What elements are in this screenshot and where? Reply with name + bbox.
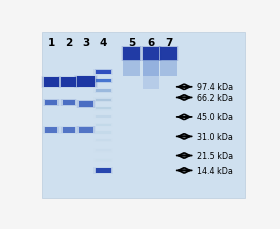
Bar xyxy=(63,100,74,106)
Bar xyxy=(93,123,113,127)
Text: 3: 3 xyxy=(82,38,90,47)
Bar xyxy=(160,61,177,77)
Bar xyxy=(93,89,113,94)
Bar xyxy=(76,101,96,109)
Bar xyxy=(96,150,111,152)
Bar xyxy=(44,78,59,87)
Text: 45.0 kDa: 45.0 kDa xyxy=(197,113,233,122)
Bar xyxy=(61,100,76,106)
Text: 66.2 kDa: 66.2 kDa xyxy=(197,93,233,103)
Bar xyxy=(42,77,60,88)
Bar xyxy=(96,124,111,126)
Bar xyxy=(95,115,112,119)
Bar xyxy=(95,149,112,152)
Bar xyxy=(143,48,159,61)
Bar xyxy=(95,107,112,111)
Bar xyxy=(93,158,113,163)
Bar xyxy=(123,61,140,77)
Bar xyxy=(93,69,113,75)
Bar xyxy=(43,127,60,134)
Text: 6: 6 xyxy=(148,38,155,47)
Bar xyxy=(44,127,59,134)
Bar xyxy=(143,61,159,77)
Bar xyxy=(41,77,62,88)
Bar xyxy=(96,70,111,74)
Bar xyxy=(96,169,111,173)
Text: 21.5 kDa: 21.5 kDa xyxy=(197,151,233,160)
Bar xyxy=(76,77,95,87)
Bar xyxy=(93,139,113,143)
Text: 1: 1 xyxy=(48,38,55,47)
Bar xyxy=(76,126,96,134)
Bar xyxy=(93,98,113,103)
Text: 4: 4 xyxy=(100,38,107,47)
Text: 2: 2 xyxy=(65,38,72,47)
Bar xyxy=(95,139,112,142)
Bar xyxy=(96,140,111,142)
Bar xyxy=(95,131,112,134)
Bar xyxy=(93,131,113,135)
Bar xyxy=(159,47,178,62)
Bar xyxy=(93,167,113,174)
Bar xyxy=(95,70,112,75)
Bar xyxy=(96,90,111,93)
Bar xyxy=(45,100,57,106)
Bar xyxy=(93,149,113,153)
Bar xyxy=(77,127,95,134)
Bar xyxy=(96,116,111,118)
Bar xyxy=(45,128,57,133)
Bar xyxy=(158,47,179,62)
Bar xyxy=(93,115,113,119)
Bar xyxy=(77,101,95,108)
Bar xyxy=(78,101,94,108)
Bar xyxy=(60,99,77,107)
Bar xyxy=(142,47,160,62)
Bar xyxy=(61,127,76,134)
Bar xyxy=(121,47,142,62)
Bar xyxy=(44,100,59,106)
Bar xyxy=(143,61,159,89)
Bar xyxy=(123,48,140,61)
Bar xyxy=(75,76,97,88)
Bar xyxy=(95,79,112,84)
Bar xyxy=(96,108,111,110)
Bar xyxy=(96,99,111,101)
Text: 31.0 kDa: 31.0 kDa xyxy=(197,132,233,141)
Text: 7: 7 xyxy=(165,38,172,47)
Bar xyxy=(96,159,111,161)
Bar xyxy=(60,127,77,134)
Bar xyxy=(93,79,113,84)
Bar xyxy=(95,89,112,93)
Bar xyxy=(60,77,78,88)
Bar xyxy=(93,107,113,111)
Text: 5: 5 xyxy=(128,38,135,47)
Bar xyxy=(43,99,60,107)
Text: 97.4 kDa: 97.4 kDa xyxy=(197,83,233,92)
Bar xyxy=(95,124,112,127)
Text: 14.4 kDa: 14.4 kDa xyxy=(197,166,233,175)
Bar xyxy=(63,128,74,133)
Bar xyxy=(95,159,112,162)
Bar xyxy=(95,168,112,174)
Bar xyxy=(122,47,141,62)
Bar xyxy=(78,127,94,133)
Bar xyxy=(95,98,112,102)
Bar xyxy=(59,77,79,88)
Bar xyxy=(160,48,177,61)
Bar xyxy=(96,80,111,83)
Bar xyxy=(74,76,98,88)
Bar xyxy=(61,78,76,87)
Bar xyxy=(140,47,162,62)
Bar xyxy=(96,132,111,134)
